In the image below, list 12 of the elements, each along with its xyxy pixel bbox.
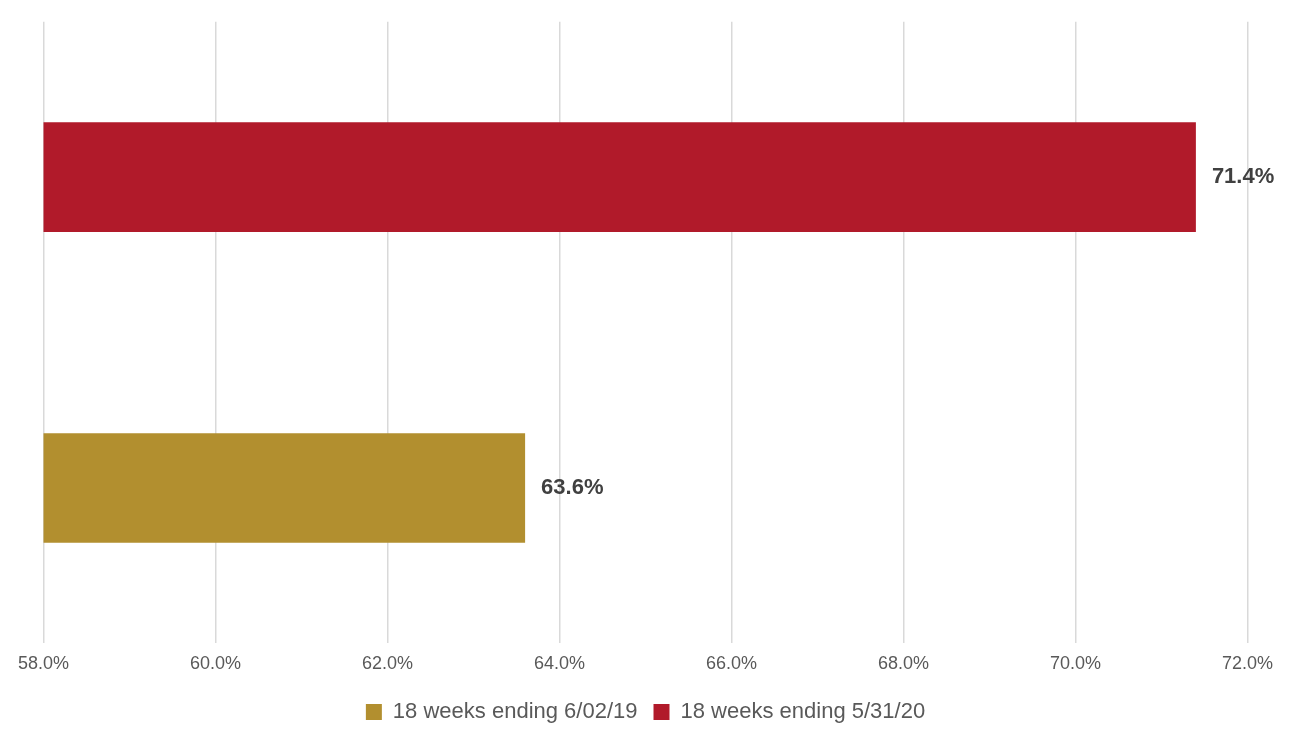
x-tick-label: 64.0%	[533, 653, 586, 674]
data-label: 63.6%	[541, 474, 604, 500]
x-tick-label: 62.0%	[361, 653, 414, 674]
x-tick-label: 68.0%	[877, 653, 930, 674]
x-tick-label: 60.0%	[189, 653, 242, 674]
legend-label: 18 weeks ending 5/31/20	[680, 698, 926, 724]
data-label: 71.4%	[1211, 163, 1275, 189]
x-tick-label: 66.0%	[705, 653, 758, 674]
legend-label: 18 weeks ending 6/02/19	[392, 698, 638, 724]
x-tick-label: 72.0%	[1221, 653, 1273, 674]
x-tick-label: 70.0%	[1049, 653, 1102, 674]
x-tick-label: 58.0%	[18, 653, 70, 674]
